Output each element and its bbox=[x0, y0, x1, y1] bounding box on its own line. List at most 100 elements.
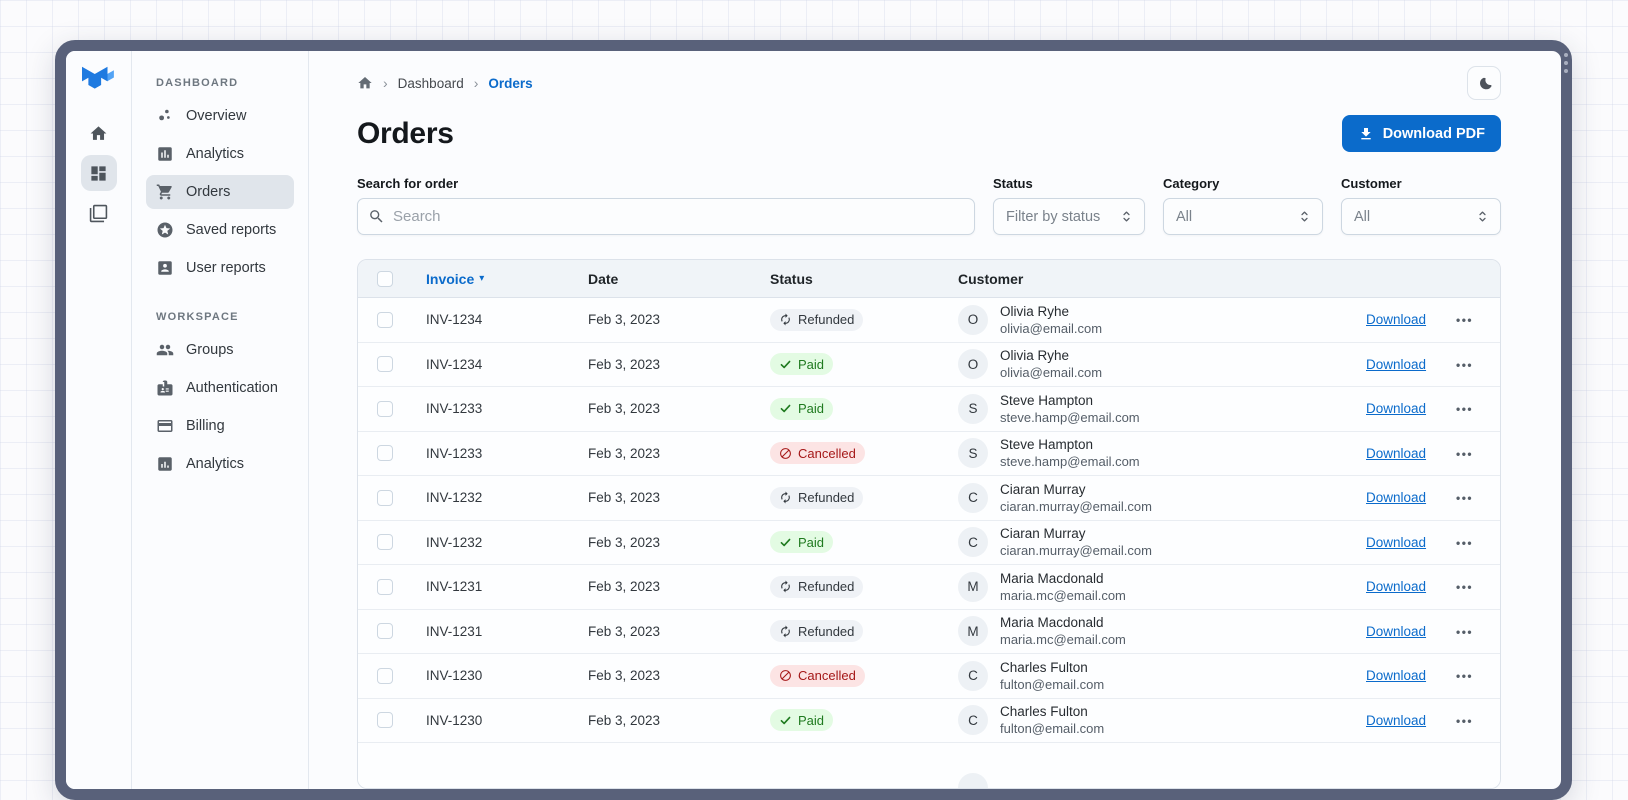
download-link[interactable]: Download bbox=[1366, 579, 1427, 595]
chevron-right-icon: › bbox=[473, 75, 479, 91]
groups-icon bbox=[156, 344, 174, 356]
download-link[interactable]: Download bbox=[1366, 356, 1427, 372]
table-row: INV-1233 Feb 3, 2023 Cancelled S Steve H… bbox=[358, 431, 1500, 476]
row-checkbox[interactable] bbox=[377, 534, 393, 551]
invoice-cell: INV-1232 bbox=[426, 490, 483, 506]
status-chip-label: Paid bbox=[798, 401, 825, 417]
bar-chart-icon bbox=[158, 147, 172, 161]
sidebar-item-authentication[interactable]: Authentication bbox=[146, 371, 294, 405]
row-menu-button[interactable]: ••• bbox=[1456, 669, 1474, 684]
category-filter-select[interactable]: All bbox=[1163, 198, 1323, 235]
avatar: M bbox=[958, 616, 988, 647]
row-checkbox[interactable] bbox=[377, 400, 393, 417]
row-checkbox[interactable] bbox=[377, 356, 393, 373]
main-content: › Dashboard › Orders Orders Download PDF… bbox=[309, 51, 1561, 789]
sidebar-item-saved-reports[interactable]: Saved reports bbox=[146, 213, 294, 247]
download-link[interactable]: Download bbox=[1366, 668, 1427, 684]
sidebar-item-user-reports[interactable]: User reports bbox=[146, 251, 294, 285]
row-checkbox[interactable] bbox=[377, 623, 393, 640]
unfold-more-icon bbox=[1301, 211, 1308, 222]
breadcrumb-orders[interactable]: Orders bbox=[488, 75, 533, 91]
check-icon bbox=[780, 360, 791, 369]
row-checkbox[interactable] bbox=[377, 311, 393, 328]
download-link[interactable]: Download bbox=[1366, 623, 1427, 639]
row-menu-button[interactable]: ••• bbox=[1456, 624, 1474, 639]
invoice-cell: INV-1233 bbox=[426, 445, 483, 461]
row-menu-button[interactable]: ••• bbox=[1456, 446, 1474, 461]
sidebar-item-overview[interactable]: Overview bbox=[146, 99, 294, 133]
date-cell: Feb 3, 2023 bbox=[588, 445, 661, 461]
invoice-cell: INV-1234 bbox=[426, 356, 483, 372]
invoice-cell: INV-1234 bbox=[426, 312, 483, 328]
customer-cell: M Maria Macdonald maria.mc@email.com bbox=[944, 614, 1352, 648]
row-checkbox[interactable] bbox=[377, 578, 393, 595]
row-menu-button[interactable]: ••• bbox=[1456, 402, 1474, 417]
breadcrumb: › Dashboard › Orders bbox=[357, 75, 533, 91]
download-link[interactable]: Download bbox=[1366, 445, 1427, 461]
sidebar-item-label: User reports bbox=[186, 260, 266, 276]
download-link[interactable]: Download bbox=[1366, 534, 1427, 550]
status-chip: Refunded bbox=[770, 575, 864, 598]
breadcrumb-dashboard[interactable]: Dashboard bbox=[397, 75, 464, 91]
check-icon bbox=[780, 716, 791, 725]
date-cell: Feb 3, 2023 bbox=[588, 490, 661, 506]
row-checkbox[interactable] bbox=[377, 667, 393, 684]
status-chip-label: Cancelled bbox=[798, 445, 856, 461]
select-all-checkbox[interactable] bbox=[377, 270, 393, 287]
rail-dashboard-button[interactable] bbox=[80, 155, 117, 191]
status-chip-label: Refunded bbox=[798, 579, 855, 595]
download-icon bbox=[1361, 127, 1371, 139]
customer-cell: O Olivia Ryhe olivia@email.com bbox=[944, 303, 1352, 337]
app-window: DASHBOARD Overview Analytics Orders Save… bbox=[55, 40, 1572, 800]
customer-name: Ciaran Murray bbox=[1000, 526, 1086, 542]
sidebar-item-orders[interactable]: Orders bbox=[146, 175, 294, 209]
date-cell: Feb 3, 2023 bbox=[588, 623, 661, 639]
row-menu-button[interactable]: ••• bbox=[1456, 535, 1474, 550]
sidebar-item-analytics[interactable]: Analytics bbox=[146, 137, 294, 171]
date-cell: Feb 3, 2023 bbox=[588, 356, 661, 372]
customer-filter-select[interactable]: All bbox=[1341, 198, 1501, 235]
date-cell: Feb 3, 2023 bbox=[588, 668, 661, 684]
row-checkbox[interactable] bbox=[377, 445, 393, 462]
home-icon[interactable] bbox=[357, 75, 373, 91]
row-menu-button[interactable]: ••• bbox=[1456, 713, 1474, 728]
row-menu-button[interactable]: ••• bbox=[1456, 580, 1474, 595]
sidebar-item-label: Analytics bbox=[186, 456, 245, 472]
column-header-status: Status bbox=[770, 270, 813, 287]
table-row: INV-1232 Feb 3, 2023 Paid C Ciaran Murra… bbox=[358, 520, 1500, 565]
date-cell: Feb 3, 2023 bbox=[588, 579, 661, 595]
avatar: O bbox=[958, 349, 988, 380]
status-filter-select[interactable]: Filter by status bbox=[993, 198, 1145, 235]
sidebar-item-ws-analytics[interactable]: Analytics bbox=[146, 447, 294, 481]
autorenew-icon bbox=[781, 580, 790, 593]
download-link[interactable]: Download bbox=[1366, 312, 1427, 328]
download-link[interactable]: Download bbox=[1366, 401, 1427, 417]
sidebar-item-groups[interactable]: Groups bbox=[146, 333, 294, 367]
row-menu-button[interactable]: ••• bbox=[1456, 313, 1474, 328]
avatar: O bbox=[958, 304, 988, 335]
customer-name: Charles Fulton bbox=[1000, 659, 1088, 675]
dark-mode-toggle[interactable] bbox=[1467, 66, 1501, 100]
row-checkbox[interactable] bbox=[377, 712, 393, 729]
rail-layers-button[interactable] bbox=[81, 195, 117, 231]
rail-home-button[interactable] bbox=[81, 115, 117, 151]
avatar: S bbox=[958, 393, 988, 424]
row-menu-button[interactable]: ••• bbox=[1456, 357, 1474, 372]
customer-cell: S Steve Hampton steve.hamp@email.com bbox=[944, 392, 1352, 426]
table-row: INV-1232 Feb 3, 2023 Refunded C Ciaran M… bbox=[358, 476, 1500, 521]
row-menu-button[interactable]: ••• bbox=[1456, 491, 1474, 506]
date-cell: Feb 3, 2023 bbox=[588, 712, 661, 728]
customer-email: olivia@email.com bbox=[1000, 365, 1103, 381]
chart-square-icon bbox=[158, 457, 172, 471]
row-checkbox[interactable] bbox=[377, 489, 393, 506]
download-pdf-button[interactable]: Download PDF bbox=[1341, 115, 1501, 152]
download-link[interactable]: Download bbox=[1366, 712, 1427, 728]
column-header-invoice[interactable]: Invoice ▾ bbox=[426, 270, 485, 287]
sidebar-item-billing[interactable]: Billing bbox=[146, 409, 294, 443]
download-link[interactable]: Download bbox=[1366, 490, 1427, 506]
search-input[interactable] bbox=[393, 208, 964, 225]
avatar: C bbox=[958, 482, 988, 513]
avatar: C bbox=[958, 527, 988, 558]
avatar: C bbox=[958, 660, 988, 691]
category-filter-label: Category bbox=[1163, 176, 1220, 191]
